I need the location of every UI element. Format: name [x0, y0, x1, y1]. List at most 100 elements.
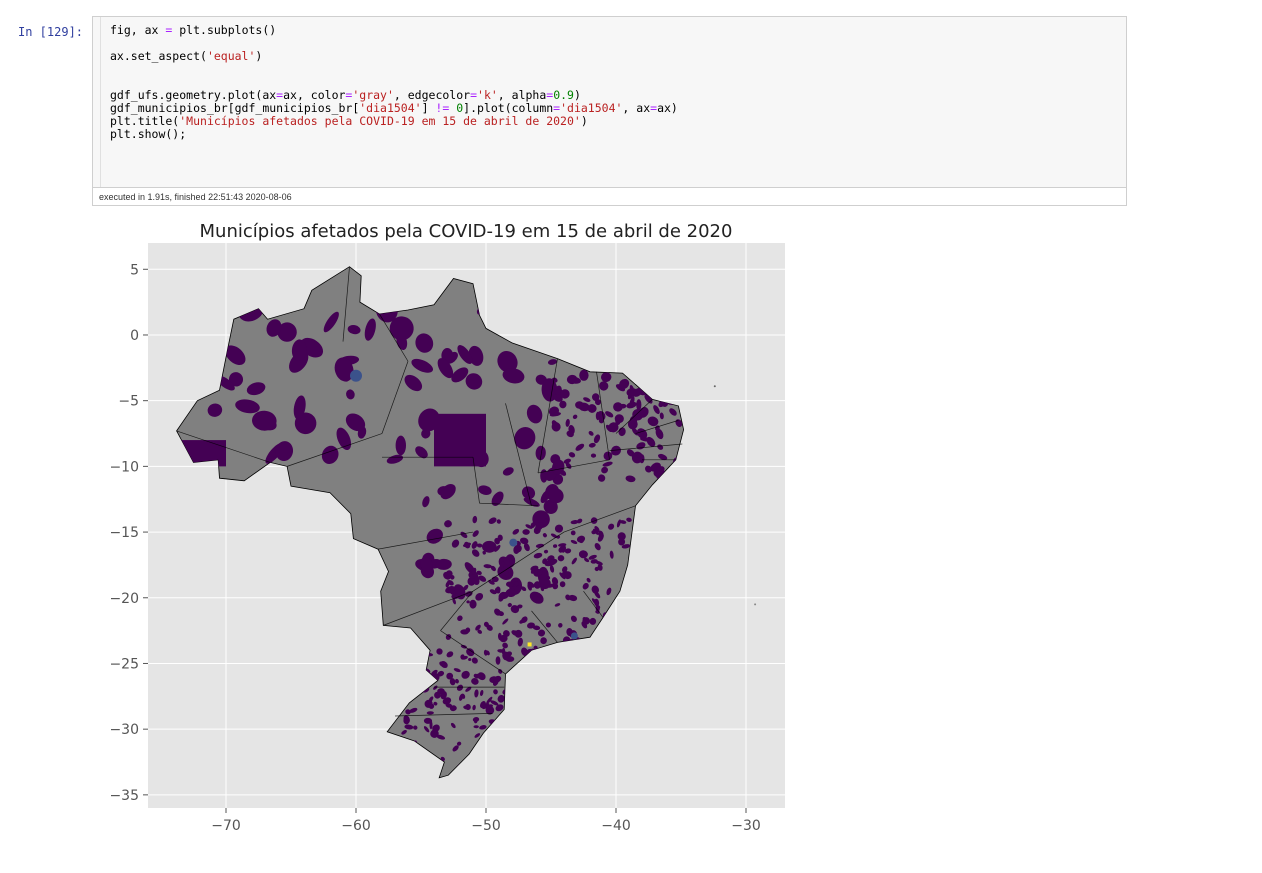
municipality-mark — [511, 630, 519, 636]
municipality-mark — [535, 445, 546, 461]
municipality-mark — [347, 325, 361, 335]
municipality-mark — [479, 689, 484, 697]
y-tick-label: −25 — [109, 656, 139, 672]
municipality-mark — [572, 414, 578, 420]
municipality-mark — [475, 624, 481, 631]
municipality-mark — [548, 488, 564, 504]
municipality-mark — [474, 733, 481, 738]
municipality-mark — [423, 726, 430, 733]
municipality-mark — [570, 539, 578, 545]
municipality-mark — [465, 373, 483, 390]
municipality-mark — [277, 322, 297, 342]
municipality-mark — [489, 589, 497, 595]
municipality-mark — [575, 443, 585, 451]
municipality-mark — [533, 645, 538, 650]
municipality-mark — [463, 584, 469, 591]
municipality-mark — [591, 585, 599, 594]
municipality-mark — [510, 605, 520, 614]
municipality-mark — [494, 544, 501, 552]
municipality-mark — [473, 673, 478, 678]
state-border — [596, 371, 610, 460]
municipality-mark — [464, 541, 471, 549]
municipality-mark — [606, 587, 612, 596]
municipality-mark — [350, 369, 362, 382]
municipality-mark — [506, 581, 514, 588]
municipality-mark — [491, 491, 504, 506]
municipality-mark — [537, 570, 543, 576]
municipality-mark — [613, 402, 623, 412]
municipality-mark — [669, 408, 677, 416]
code-line: fig, ax = plt.subplots() — [110, 23, 277, 37]
municipality-mark — [471, 678, 479, 685]
municipality-mark — [389, 316, 414, 341]
municipality-mark — [440, 483, 456, 500]
municipality-mark — [540, 586, 544, 592]
axis-ticks: −70 −60 −50 −40 −30 5 0 −5 −10 −15 −20 −25 −30 −35 — [109, 262, 760, 834]
municipality-mark — [570, 520, 579, 525]
code-line: gdf_ufs.geometry.plot(ax=ax, color='gray… — [110, 88, 581, 102]
municipality-mark — [605, 411, 614, 418]
municipality-mark — [401, 729, 407, 735]
municipality-mark — [530, 565, 539, 571]
municipality-mark — [490, 700, 499, 706]
municipality-mark — [466, 600, 470, 604]
municipality-mark — [488, 579, 495, 585]
municipality-mark — [549, 412, 562, 417]
municipality-mark — [594, 566, 599, 572]
municipality-mark — [602, 461, 613, 467]
state-border — [286, 433, 383, 467]
municipality-mark — [472, 530, 479, 537]
municipality-mark — [527, 642, 532, 647]
municipality-mark — [364, 318, 376, 341]
municipality-mark — [395, 435, 406, 456]
municipality-mark — [594, 542, 601, 551]
municipality-mark — [629, 396, 635, 408]
municipality-mark — [451, 539, 460, 548]
municipality-mark — [596, 605, 601, 610]
state-border — [383, 590, 474, 626]
state-border — [472, 457, 480, 504]
municipality-mark — [559, 400, 567, 409]
municipality-mark — [486, 696, 493, 704]
municipality-mark — [520, 586, 527, 592]
municipality-mark — [547, 555, 555, 562]
municipality-mark — [450, 722, 456, 729]
state-border — [531, 610, 558, 643]
municipality-mark — [590, 517, 598, 524]
municipality-mark — [346, 389, 355, 400]
municipality-mark — [498, 668, 503, 674]
municipality-mark — [608, 422, 619, 433]
municipality-mark — [659, 412, 664, 420]
municipality-mark — [588, 431, 594, 436]
municipality-mark — [598, 532, 604, 537]
execution-info: executed in 1.91s, finished 22:51:43 202… — [93, 187, 1126, 205]
state-border — [342, 266, 350, 342]
municipality-mark — [535, 543, 545, 548]
municipality-mark — [653, 405, 660, 415]
municipality-mark — [529, 591, 544, 604]
municipality-mark — [439, 661, 445, 667]
municipality-mark — [588, 554, 597, 560]
code-editor[interactable]: fig, ax = plt.subplots() ax.set_aspect('… — [110, 24, 678, 141]
municipality-mark — [478, 485, 492, 495]
municipality-mark — [512, 528, 520, 535]
municipality-mark — [595, 399, 601, 406]
y-tick-label: −15 — [109, 525, 139, 541]
municipality-mark — [437, 688, 445, 694]
y-tick-label: −10 — [109, 459, 139, 475]
municipality-mark — [502, 618, 509, 625]
state-border — [583, 590, 604, 618]
municipality-mark — [225, 345, 246, 365]
municipality-mark — [473, 725, 479, 729]
y-tick-label: 5 — [130, 262, 139, 278]
x-tick-label: −40 — [601, 818, 631, 834]
municipality-mark — [471, 567, 477, 575]
municipality-mark — [430, 729, 439, 738]
municipality-mark — [523, 497, 540, 507]
code-cell[interactable]: fig, ax = plt.subplots() ax.set_aspect('… — [92, 16, 1127, 206]
municipality-mark — [591, 393, 600, 401]
municipality-mark — [632, 409, 644, 421]
municipality-mark — [645, 465, 652, 473]
state-border — [479, 502, 539, 507]
municipality-mark — [447, 579, 454, 586]
